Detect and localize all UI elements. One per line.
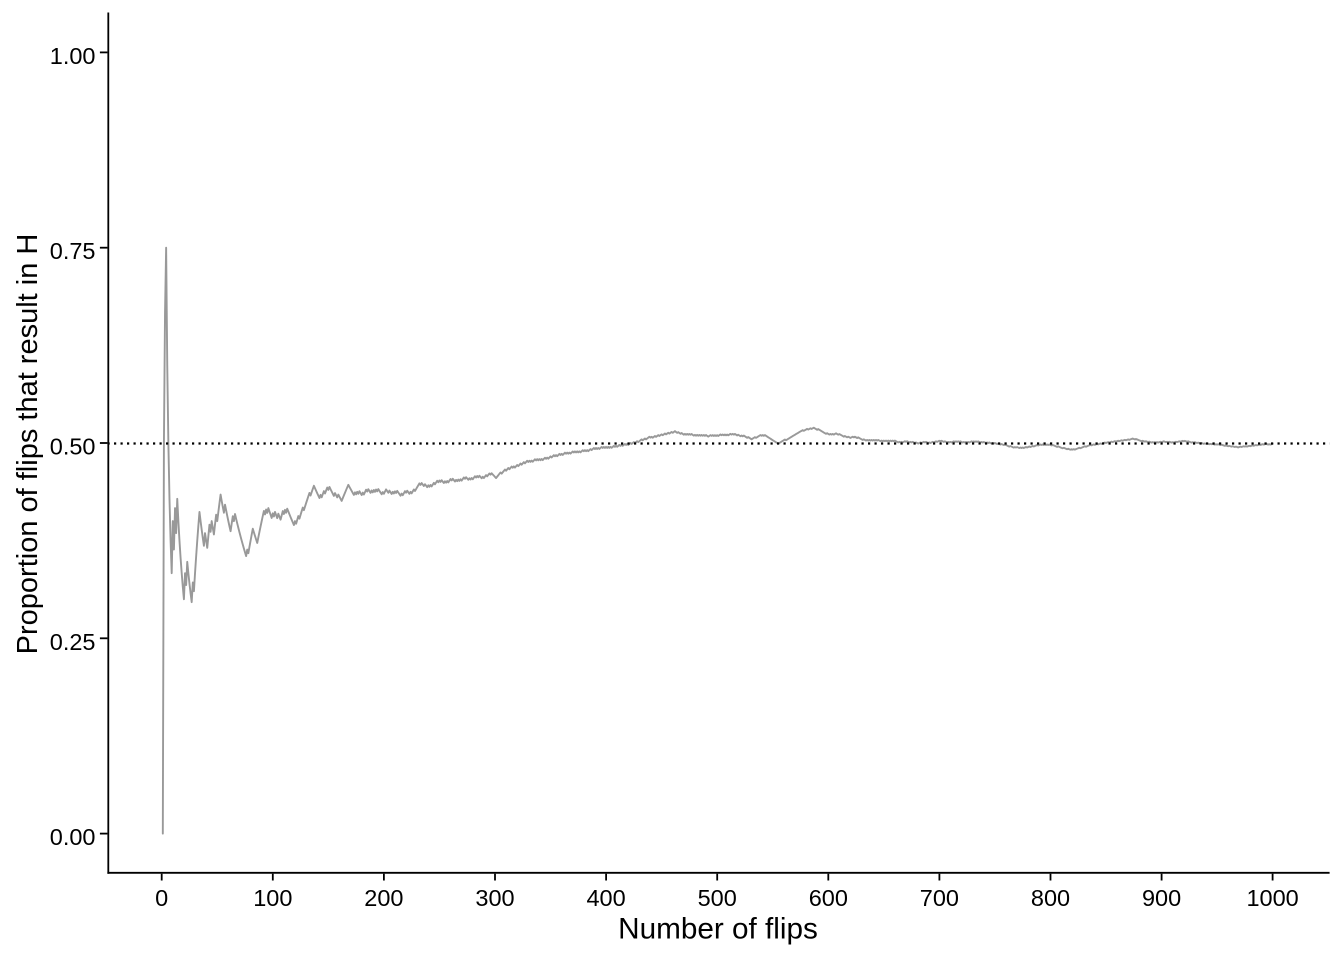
svg-text:900: 900: [1142, 885, 1181, 911]
svg-text:0.50: 0.50: [50, 434, 96, 460]
svg-text:0.25: 0.25: [50, 629, 96, 655]
svg-text:300: 300: [475, 885, 514, 911]
svg-text:600: 600: [809, 885, 848, 911]
svg-text:0.75: 0.75: [50, 238, 96, 264]
svg-text:1.00: 1.00: [50, 43, 96, 69]
svg-text:Number of flips: Number of flips: [618, 913, 818, 946]
svg-text:100: 100: [253, 885, 292, 911]
svg-text:Proportion of flips that resul: Proportion of flips that result in H: [12, 234, 44, 655]
svg-text:700: 700: [920, 885, 959, 911]
svg-text:0: 0: [155, 885, 168, 911]
svg-text:200: 200: [364, 885, 403, 911]
svg-text:500: 500: [698, 885, 737, 911]
svg-text:0.00: 0.00: [50, 824, 96, 850]
svg-text:800: 800: [1031, 885, 1070, 911]
svg-text:1000: 1000: [1246, 885, 1298, 911]
svg-text:400: 400: [586, 885, 625, 911]
